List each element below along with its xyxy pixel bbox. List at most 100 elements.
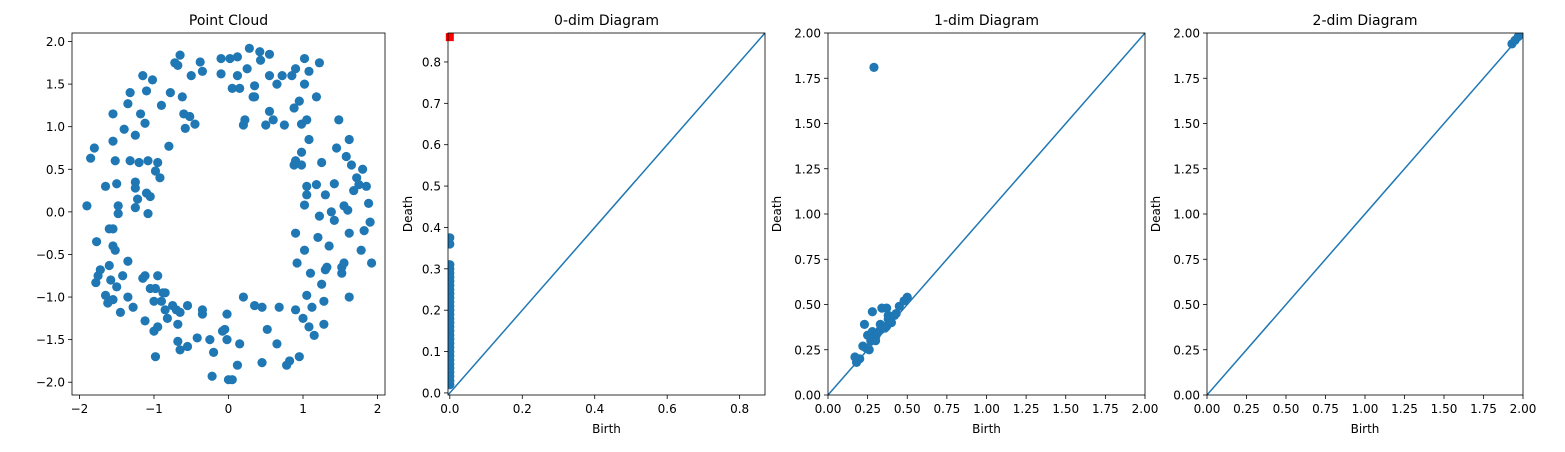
dim2-diagram-xtick-label: 1.50 — [1431, 402, 1458, 416]
point-cloud-ytick-label: 0.5 — [46, 163, 65, 177]
point-cloud-point — [197, 66, 208, 76]
point-cloud-point — [112, 282, 122, 292]
dim0-diagram-xtick-label: 0.4 — [585, 402, 604, 416]
dim2-diagram-xtick-label: 1.00 — [1352, 402, 1379, 416]
point-cloud-point — [110, 156, 120, 166]
point-cloud-point — [140, 316, 150, 326]
point-cloud-point — [264, 70, 275, 81]
point-cloud-point — [185, 111, 195, 122]
point-cloud-point — [302, 290, 312, 300]
point-cloud-point — [156, 100, 167, 110]
dim0-diagram-ylabel: Death — [401, 196, 415, 232]
dim1-diagram-panel: 1-dim Diagram 0.00 0.25 0.50 0.75 1.00 1.25 1.5… — [770, 13, 1158, 436]
point-cloud-point — [240, 115, 250, 125]
dim2-diagram-ytick-label: 0.00 — [1173, 389, 1200, 403]
point-cloud-point — [192, 333, 202, 343]
point-cloud-point — [195, 57, 205, 67]
dim2-diagram-xtick-label: 2.00 — [1510, 402, 1537, 416]
dim1-diagram-points — [850, 62, 912, 368]
point-cloud-point — [141, 86, 152, 96]
point-cloud-point — [343, 205, 353, 215]
dim1-diagram-point — [891, 308, 901, 319]
dim1-diagram-xtick-label: 1.00 — [973, 402, 1000, 416]
point-cloud-point — [156, 296, 167, 306]
point-cloud-point — [344, 134, 354, 145]
point-cloud-point — [235, 339, 245, 349]
point-cloud-point — [108, 136, 118, 146]
point-cloud-point — [311, 92, 322, 102]
dim1-diagram-point — [864, 345, 874, 355]
point-cloud-ytick-label: 1.5 — [46, 78, 65, 92]
point-cloud-point — [296, 160, 307, 170]
point-cloud-point — [150, 166, 161, 176]
point-cloud-point — [162, 313, 172, 323]
point-cloud-point — [299, 245, 310, 255]
dim0-diagram-xtick-label: 0.2 — [513, 402, 532, 416]
point-cloud-point — [175, 307, 185, 317]
point-cloud-point — [277, 70, 287, 81]
point-cloud-point — [95, 265, 105, 275]
point-cloud-point — [366, 258, 377, 268]
point-cloud-point — [364, 198, 374, 208]
dim0-diagram-points — [448, 233, 455, 390]
dim2-diagram-ytick-label: 1.50 — [1173, 117, 1200, 131]
dim0-diagram-ytick-label: 0.5 — [422, 180, 441, 194]
point-cloud-point — [100, 290, 111, 300]
dim2-diagram-xtick-label: 0.75 — [1312, 402, 1339, 416]
point-cloud-point — [305, 268, 316, 278]
point-cloud-point — [304, 322, 314, 332]
point-cloud-point — [244, 43, 254, 53]
point-cloud-point — [257, 302, 267, 312]
dim0-diagram-ytick-label: 0.7 — [422, 97, 441, 111]
point-cloud-point — [339, 258, 349, 268]
point-cloud-point — [216, 69, 226, 79]
point-cloud-point — [313, 232, 323, 243]
point-cloud-point — [160, 305, 170, 315]
dim1-diagram-xtick-label: 1.50 — [1052, 402, 1079, 416]
point-cloud-point — [285, 356, 295, 366]
dim1-diagram-ytick-label: 1.75 — [794, 72, 821, 86]
dim1-diagram-ytick-label: 0.00 — [794, 389, 821, 403]
point-cloud-point — [290, 305, 301, 315]
point-cloud-point — [329, 179, 339, 189]
dim2-diagram-point — [1513, 33, 1523, 42]
point-cloud-point — [311, 180, 322, 190]
point-cloud-point — [255, 55, 266, 65]
dim1-diagram-point — [870, 336, 881, 346]
dim0-diagram-ytick-label: 0.6 — [422, 138, 441, 152]
point-cloud-point — [112, 179, 122, 189]
dim1-diagram-point — [882, 303, 892, 313]
point-cloud-point — [320, 190, 330, 200]
point-cloud-point — [268, 115, 278, 125]
point-cloud-ytick-label: −2.0 — [36, 376, 65, 390]
point-cloud-ytick-label: −1.5 — [36, 333, 65, 347]
point-cloud-point — [175, 50, 185, 60]
point-cloud-point — [177, 92, 187, 102]
dim1-diagram-xtick-label: 1.75 — [1092, 402, 1119, 416]
dim1-diagram-ytick-label: 1.50 — [794, 117, 821, 131]
point-cloud-point — [134, 157, 144, 168]
dim1-diagram-ytick-label: 0.50 — [794, 298, 821, 312]
point-cloud-point — [138, 70, 148, 81]
dim2-diagram-xtick-label: 0.50 — [1273, 402, 1300, 416]
point-cloud-ytick-label: 0.0 — [46, 205, 65, 219]
point-cloud-point — [135, 109, 146, 119]
dim2-diagram-ytick-label: 2.00 — [1173, 27, 1200, 41]
point-cloud-point — [207, 371, 217, 381]
point-cloud-point — [128, 302, 138, 312]
point-cloud-point — [272, 339, 282, 349]
point-cloud-point — [208, 347, 219, 358]
point-cloud-point — [292, 258, 302, 268]
dim1-diagram-ytick-label: 0.25 — [794, 343, 821, 357]
dim1-diagram-ytick-label: 2.00 — [794, 27, 821, 41]
point-cloud-point — [264, 49, 275, 59]
point-cloud-point — [153, 271, 163, 281]
point-cloud-point — [123, 99, 133, 109]
point-cloud-point — [164, 141, 174, 151]
point-cloud-point — [298, 313, 308, 323]
point-cloud-point — [261, 120, 271, 130]
point-cloud-point — [175, 345, 185, 355]
point-cloud-point — [143, 208, 153, 219]
point-cloud-point — [257, 358, 267, 368]
